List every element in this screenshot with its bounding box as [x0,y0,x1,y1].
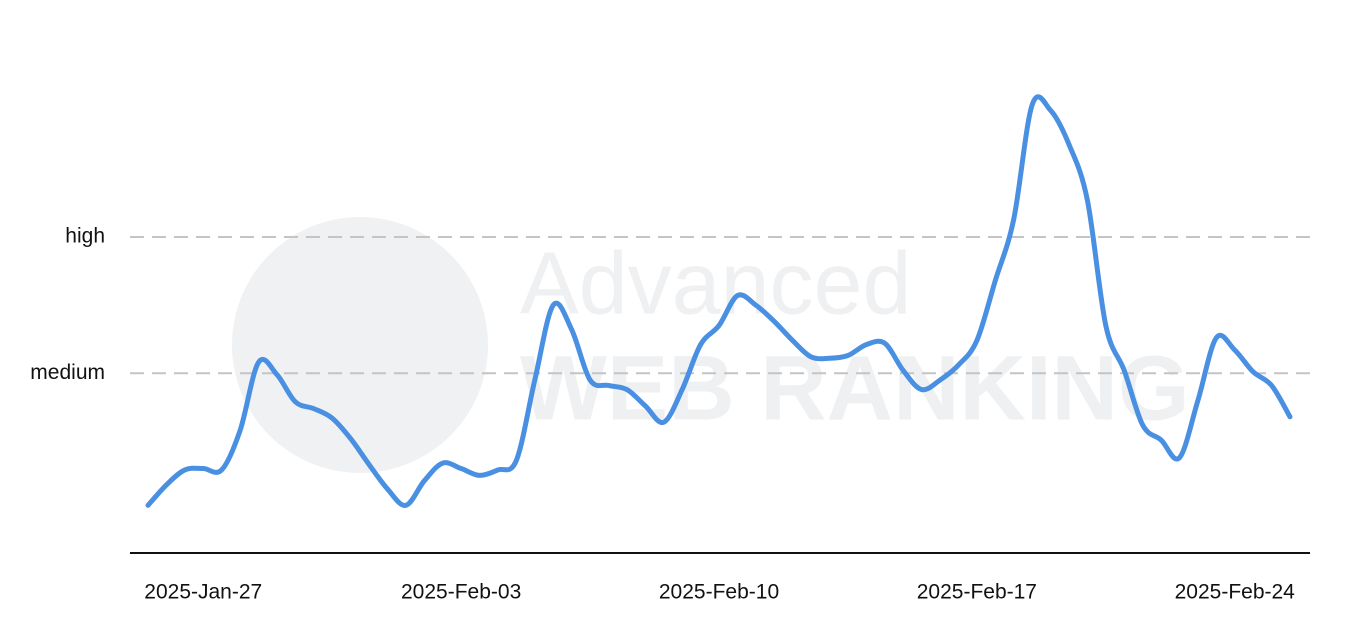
watermark-text: Advanced [520,233,911,332]
y-tick-label: medium [30,361,105,384]
x-tick-label: 2025-Feb-17 [917,581,1037,604]
line-series [145,94,1293,508]
x-tick-label: 2025-Jan-27 [144,581,262,604]
x-tick-label: 2025-Feb-24 [1175,581,1296,604]
watermark-globe [232,217,488,473]
x-tick-label: 2025-Feb-10 [659,581,779,604]
watermark: Advanced WEB RANKING [232,217,1190,473]
y-tick-label: high [65,225,105,248]
x-tick-label: 2025-Feb-03 [401,581,521,604]
